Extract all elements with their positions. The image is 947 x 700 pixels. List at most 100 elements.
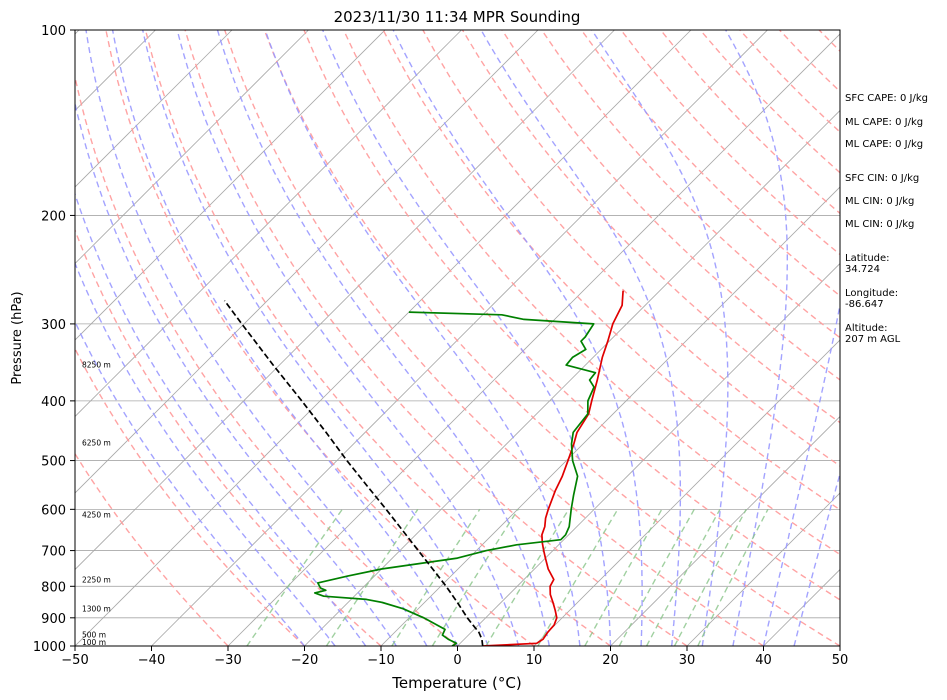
x-tick-label: −40 — [138, 653, 165, 668]
x-tick-label: 50 — [832, 653, 849, 668]
latitude-value: 34.724 — [845, 264, 880, 275]
y-tick-label: 900 — [41, 612, 66, 627]
dry-adiabat — [75, 452, 229, 646]
moist-adiabat — [591, 30, 729, 646]
dry-adiabat — [224, 30, 764, 646]
x-tick-label: −30 — [214, 653, 241, 668]
isotherm-line — [610, 415, 840, 646]
plot-frame — [74, 29, 841, 647]
mixing-ratio-line — [645, 508, 721, 646]
mixing-ratio-line — [584, 508, 663, 646]
x-tick-label: 30 — [679, 653, 696, 668]
isotherm-line — [0, 30, 3, 646]
parcel-profile — [223, 300, 484, 646]
altitude-label: Altitude: — [845, 323, 888, 334]
dry-adiabat — [422, 30, 840, 467]
y-tick-label: 500 — [41, 455, 66, 470]
dry-adiabat — [75, 347, 305, 646]
isotherm-line — [75, 30, 309, 265]
moist-adiabat — [322, 30, 612, 646]
moist-adiabat — [793, 471, 840, 646]
isotherm-line — [686, 492, 840, 646]
x-tick-label: 10 — [526, 653, 543, 668]
moist-adiabat — [392, 30, 643, 646]
ml-cape-text-2: ML CAPE: 0 J/kg — [845, 139, 924, 150]
isotherm-line — [75, 30, 462, 418]
isotherm-line — [533, 339, 840, 646]
dry-adiabat — [382, 30, 840, 511]
dry-adiabat — [303, 30, 840, 601]
y-tick-label: 800 — [41, 580, 66, 595]
isotherm-line — [75, 30, 539, 494]
x-tick-label: −10 — [367, 653, 394, 668]
moist-adiabat — [216, 30, 550, 646]
x-tick-label: −50 — [61, 653, 88, 668]
height-label: 100 m — [82, 638, 106, 647]
isotherm-line — [151, 30, 768, 646]
moist-adiabat — [75, 191, 367, 646]
latitude-label: Latitude: — [845, 253, 890, 264]
mixing-ratio-line — [431, 508, 519, 646]
isotherm-line — [227, 33, 840, 646]
dry-adiabat — [75, 73, 458, 646]
moist-adiabat — [762, 301, 840, 646]
mixing-ratio-line — [697, 508, 769, 646]
ml-cin-text-2: ML CIN: 0 J/kg — [845, 219, 915, 230]
longitude-label: Longitude: — [845, 288, 899, 299]
y-tick-label: 200 — [41, 209, 66, 224]
mixing-ratio-line — [391, 508, 481, 646]
isotherm-line — [304, 109, 840, 646]
sfc-cin-text: SFC CIN: 0 J/kg — [845, 173, 920, 184]
moist-adiabat — [176, 30, 520, 646]
longitude-value: -86.647 — [845, 299, 884, 310]
dry-adiabat — [342, 30, 840, 556]
moist-adiabat — [75, 261, 336, 646]
dry-adiabat — [105, 30, 535, 646]
moist-adiabat — [264, 30, 581, 646]
dewpoint-profile — [313, 311, 597, 646]
y-tick-label: 300 — [41, 318, 66, 333]
mixing-ratio-line — [537, 508, 619, 646]
mixing-ratio-line — [246, 508, 343, 646]
x-tick-label: 0 — [453, 653, 461, 668]
y-tick-label: 600 — [41, 503, 66, 518]
moist-adiabat — [75, 100, 397, 646]
mixing-ratio-line — [673, 508, 747, 646]
y-axis-label: Pressure (hPa) — [10, 291, 25, 384]
mixing-ratio-line — [618, 508, 695, 646]
x-tick-label: −20 — [291, 653, 318, 668]
temperature-profile — [482, 290, 624, 646]
ml-cape-text: ML CAPE: 0 J/kg — [845, 117, 924, 128]
height-label: 1300 m — [82, 604, 111, 613]
moist-adiabat — [111, 30, 459, 646]
isotherm-line — [75, 30, 386, 341]
height-label: 6250 m — [82, 438, 111, 447]
height-label: 8250 m — [82, 360, 111, 369]
x-tick-label: 20 — [602, 653, 619, 668]
y-tick-label: 100 — [41, 24, 66, 39]
y-tick-label: 400 — [41, 395, 66, 410]
moist-adiabat — [85, 30, 428, 646]
height-label: 2250 m — [82, 576, 111, 585]
moist-adiabat — [480, 30, 682, 646]
moist-adiabat — [725, 30, 788, 646]
x-tick-label: 40 — [755, 653, 772, 668]
sfc-cape-text: SFC CAPE: 0 J/kg — [845, 93, 928, 104]
height-label: 500 m — [82, 631, 106, 640]
mixing-ratio-line — [485, 508, 570, 646]
isotherm-line — [75, 30, 692, 646]
y-tick-label: 1000 — [33, 640, 66, 655]
dry-adiabat — [263, 30, 840, 646]
mixing-ratio-line — [325, 508, 419, 646]
dry-adiabat — [144, 30, 611, 646]
isotherm-line — [75, 30, 233, 188]
y-tick-label: 700 — [41, 545, 66, 560]
isotherm-line — [75, 30, 615, 571]
height-label: 4250 m — [82, 511, 111, 520]
dry-adiabat — [184, 30, 688, 646]
chart-title: 2023/11/30 11:34 MPR Sounding — [334, 8, 581, 26]
dry-adiabat — [580, 30, 840, 297]
x-axis-label: Temperature (°C) — [391, 674, 521, 692]
ml-cin-text: ML CIN: 0 J/kg — [845, 196, 915, 207]
